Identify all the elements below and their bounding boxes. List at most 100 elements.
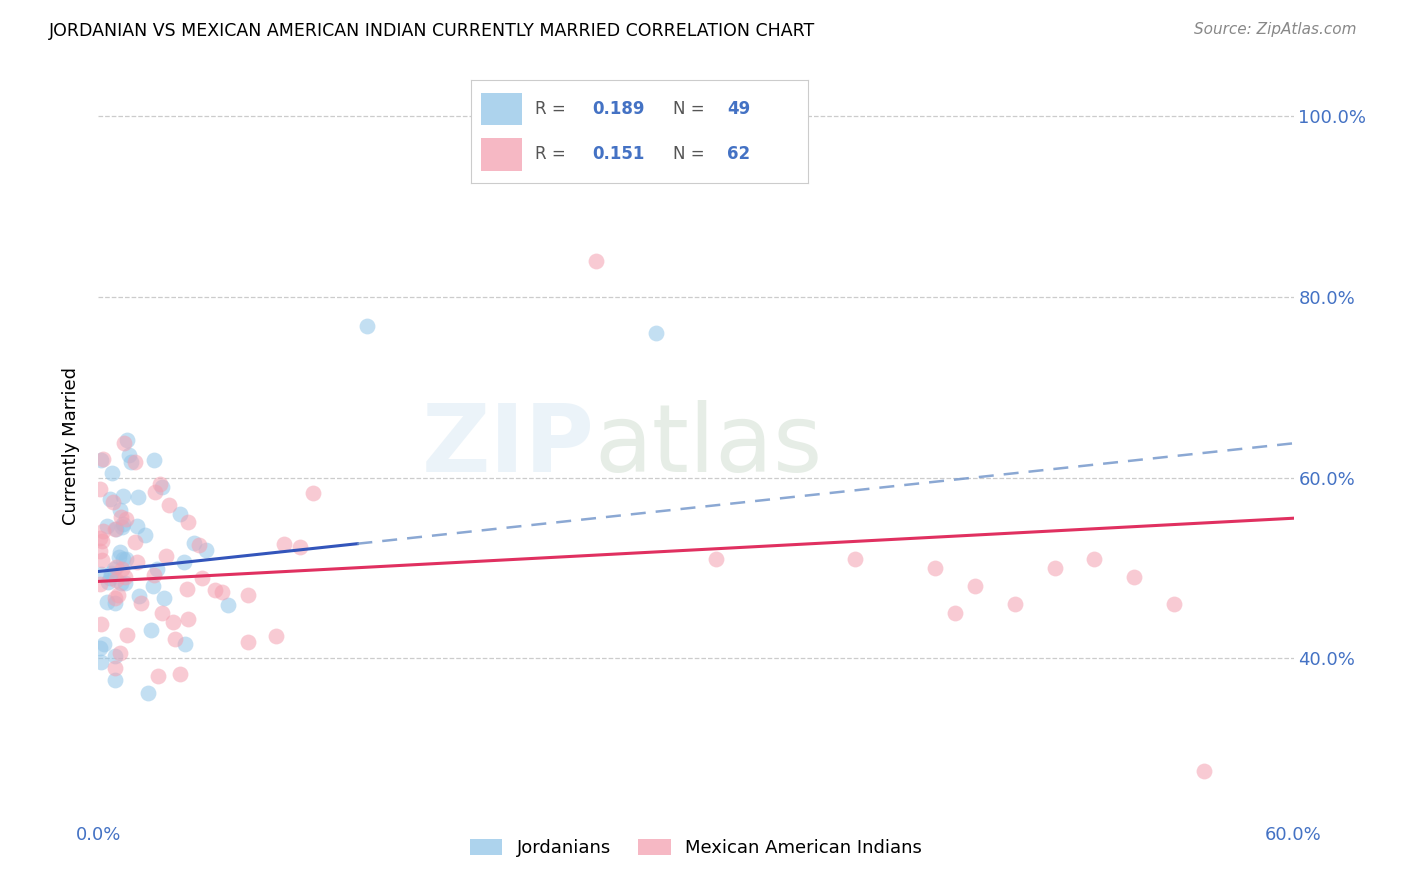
Point [89, 531, 111, 545]
Point [104, 673, 127, 687]
Point [114, 575, 136, 590]
Point [118, 448, 141, 462]
Point [585, 254, 607, 268]
FancyBboxPatch shape [481, 137, 522, 170]
Point [111, 520, 134, 534]
Point [163, 632, 186, 647]
Point [173, 554, 195, 568]
Point [302, 485, 325, 500]
Point [142, 579, 165, 593]
Point [162, 615, 184, 629]
Point [120, 455, 142, 469]
Point [136, 686, 159, 700]
Point [108, 549, 131, 564]
Point [1192, 764, 1215, 778]
Legend: Jordanians, Mexican American Indians: Jordanians, Mexican American Indians [463, 831, 929, 864]
Point [238, 588, 260, 602]
Point [104, 596, 127, 610]
Point [115, 433, 138, 447]
Point [90, 655, 112, 669]
Point [91, 524, 114, 539]
Text: R =: R = [536, 145, 565, 163]
Point [98, 571, 121, 585]
Point [273, 536, 295, 550]
Point [114, 570, 136, 584]
Point [1043, 561, 1066, 575]
Point [146, 669, 169, 683]
Point [111, 562, 134, 576]
Point [183, 535, 205, 549]
Point [112, 516, 135, 531]
Point [96, 519, 118, 533]
Point [105, 560, 128, 574]
Point [139, 623, 162, 637]
Point [89, 577, 111, 591]
Point [194, 542, 217, 557]
Point [1163, 597, 1185, 611]
Point [150, 606, 173, 620]
Point [127, 555, 149, 569]
Point [943, 606, 966, 620]
Point [93, 637, 115, 651]
Point [108, 502, 131, 516]
Point [142, 568, 165, 582]
Point [104, 661, 127, 675]
Text: 0.151: 0.151 [592, 145, 645, 163]
Point [924, 561, 946, 575]
Point [150, 480, 173, 494]
Point [356, 318, 378, 333]
Point [187, 538, 209, 552]
Point [645, 326, 668, 340]
Text: 62: 62 [727, 145, 751, 163]
Point [204, 582, 226, 597]
Text: ZIP: ZIP [422, 400, 595, 492]
Point [127, 490, 149, 504]
Point [176, 515, 198, 529]
Point [159, 498, 181, 512]
Text: JORDANIAN VS MEXICAN AMERICAN INDIAN CURRENTLY MARRIED CORRELATION CHART: JORDANIAN VS MEXICAN AMERICAN INDIAN CUR… [49, 22, 815, 40]
Point [115, 551, 138, 566]
Point [96, 595, 118, 609]
Text: N =: N = [673, 100, 704, 118]
Point [211, 585, 233, 599]
Point [115, 628, 138, 642]
Point [112, 436, 135, 450]
Point [112, 552, 135, 566]
Point [124, 535, 146, 549]
Point [89, 641, 111, 656]
Point [1123, 570, 1146, 584]
Text: N =: N = [673, 145, 704, 163]
Point [90, 452, 112, 467]
Point [173, 637, 195, 651]
Point [143, 485, 166, 500]
Point [104, 522, 127, 536]
Point [90, 616, 112, 631]
Point [143, 452, 166, 467]
Point [89, 543, 111, 558]
Point [103, 562, 125, 576]
Point [963, 579, 986, 593]
Text: Source: ZipAtlas.com: Source: ZipAtlas.com [1194, 22, 1357, 37]
Point [91, 553, 114, 567]
Point [97, 574, 120, 589]
Point [146, 562, 169, 576]
Point [176, 582, 198, 597]
Point [110, 576, 132, 591]
Point [98, 492, 121, 507]
Point [104, 648, 127, 663]
Point [191, 571, 214, 585]
Text: 0.189: 0.189 [592, 100, 645, 118]
Point [91, 533, 114, 548]
FancyBboxPatch shape [481, 93, 522, 126]
Point [149, 477, 172, 491]
Y-axis label: Currently Married: Currently Married [62, 367, 80, 525]
Point [107, 588, 129, 602]
Point [266, 628, 288, 642]
Point [90, 567, 112, 582]
Text: R =: R = [536, 100, 565, 118]
Point [1004, 597, 1026, 611]
Point [115, 512, 138, 526]
Point [169, 507, 191, 521]
Point [704, 552, 727, 566]
Point [128, 589, 150, 603]
